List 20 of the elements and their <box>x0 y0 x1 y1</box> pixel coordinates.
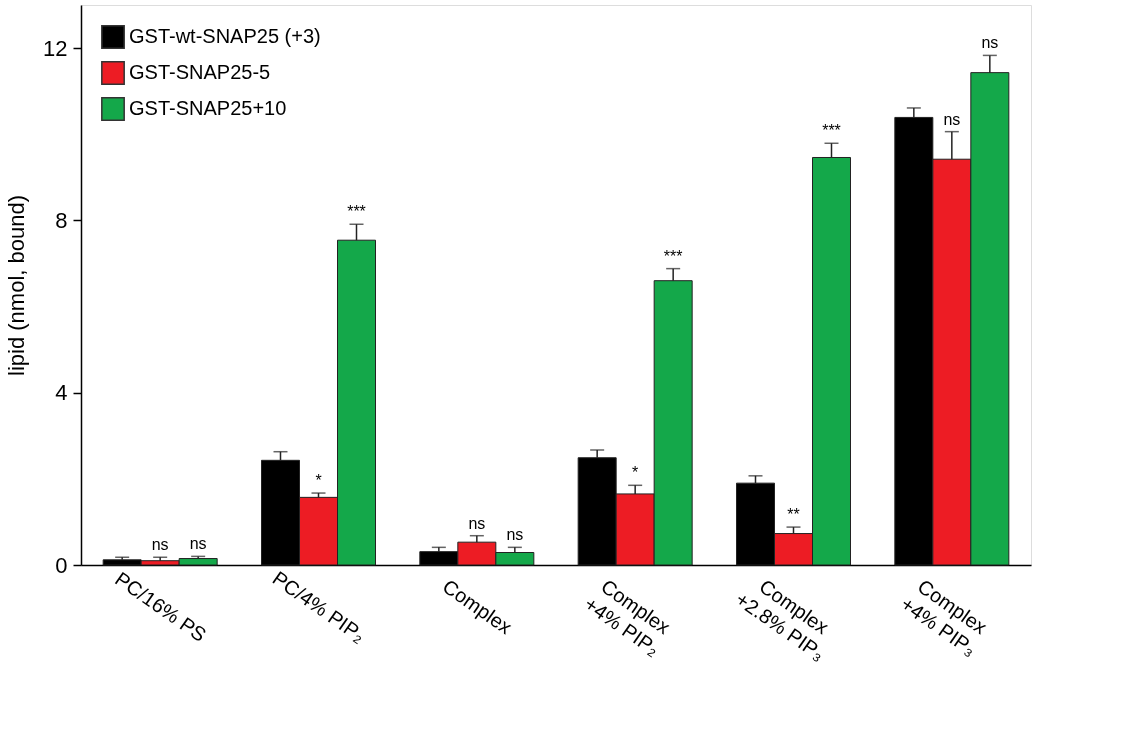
y-tick-label: 12 <box>43 35 68 61</box>
data-label: *** <box>347 203 366 221</box>
data-label: ** <box>787 506 800 524</box>
data-label: ns <box>468 514 486 532</box>
data-label: ns <box>151 536 169 554</box>
data-label: ns <box>189 535 207 553</box>
data-label: *** <box>822 122 841 140</box>
data-label: ns <box>506 526 524 544</box>
y-axis-title: lipid (nmol, bound) <box>4 195 30 376</box>
data-label: *** <box>663 247 683 265</box>
y-tick-label: 8 <box>55 207 68 233</box>
data-label: * <box>632 464 639 482</box>
data-label: ns <box>943 110 961 128</box>
data-label: * <box>315 472 322 490</box>
y-tick-label: 4 <box>55 380 68 406</box>
legend-label: GST-SNAP25-5 <box>129 61 271 83</box>
legend-label: GST-wt-SNAP25 (+3) <box>129 25 321 47</box>
legend-label: GST-SNAP25+10 <box>129 97 287 119</box>
data-label: ns <box>981 34 999 52</box>
y-tick-label: 0 <box>55 552 68 578</box>
